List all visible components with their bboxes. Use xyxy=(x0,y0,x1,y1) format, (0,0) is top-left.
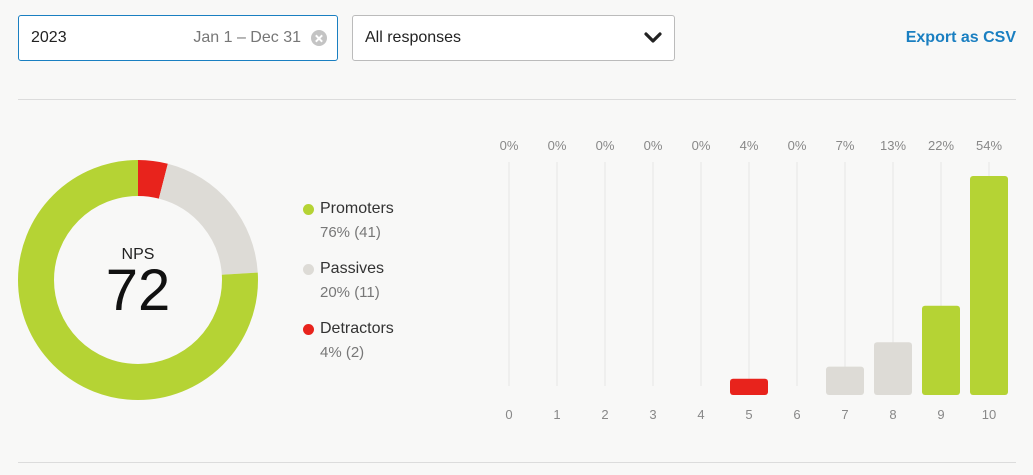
bar-percent-label: 54% xyxy=(976,138,1002,153)
bar-percent-label: 0% xyxy=(596,138,615,153)
legend-name: Passives xyxy=(320,260,385,277)
bar-score-label: 1 xyxy=(553,407,560,422)
responses-select[interactable]: All responses xyxy=(352,15,675,61)
bar-percent-label: 0% xyxy=(788,138,807,153)
legend-name: Promoters xyxy=(320,200,394,217)
bar-score-label: 7 xyxy=(841,407,848,422)
bar-percent-label: 0% xyxy=(548,138,567,153)
bar-score-label: 6 xyxy=(793,407,800,422)
legend-stat: 76% (41) xyxy=(320,224,381,241)
bar-percent-label: 0% xyxy=(644,138,663,153)
bar-score-8 xyxy=(874,342,912,395)
detractors-dot-icon xyxy=(303,323,314,335)
bar-score-label: 5 xyxy=(745,407,752,422)
nps-label: NPS xyxy=(121,246,155,263)
bar-score-9 xyxy=(922,305,960,395)
bar-percent-label: 13% xyxy=(880,138,906,153)
legend-name: Detractors xyxy=(320,320,394,337)
legend-stat: 4% (2) xyxy=(320,344,365,361)
bar-percent-label: 4% xyxy=(740,138,759,153)
export-csv-link[interactable]: Export as CSV xyxy=(905,29,1016,46)
bar-score-label: 4 xyxy=(697,407,704,422)
responses-select-value: All responses xyxy=(365,29,462,46)
bar-score-label: 9 xyxy=(937,407,944,422)
nps-score: 72 xyxy=(105,258,171,323)
bar-score-label: 10 xyxy=(982,407,996,422)
legend-item-passives: Passives 20% (11) xyxy=(303,260,394,320)
nps-donut-chart: NPS 72 xyxy=(18,160,258,400)
bar-percent-label: 22% xyxy=(928,138,954,153)
bottom-divider xyxy=(18,462,1016,463)
legend-item-detractors: Detractors 4% (2) xyxy=(303,320,394,380)
clear-icon[interactable] xyxy=(311,30,327,46)
date-year-value: 2023 xyxy=(31,29,67,46)
date-range-field[interactable]: 2023 Jan 1 – Dec 31 xyxy=(18,15,338,61)
date-range-value: Jan 1 – Dec 31 xyxy=(193,29,301,46)
bar-score-label: 3 xyxy=(649,407,656,422)
bar-score-10 xyxy=(970,176,1008,395)
bar-percent-label: 0% xyxy=(500,138,519,153)
chevron-down-icon xyxy=(644,32,662,44)
bar-percent-label: 7% xyxy=(836,138,855,153)
legend-item-promoters: Promoters 76% (41) xyxy=(303,200,394,260)
top-divider xyxy=(18,99,1016,100)
bar-score-label: 0 xyxy=(505,407,512,422)
donut-slice-promoters xyxy=(18,160,258,400)
promoters-dot-icon xyxy=(303,203,314,215)
bar-score-7 xyxy=(826,366,864,395)
nps-legend: Promoters 76% (41) Passives 20% (11) Det… xyxy=(303,200,394,380)
passives-dot-icon xyxy=(303,263,314,275)
bar-score-label: 2 xyxy=(601,407,608,422)
bar-score-label: 8 xyxy=(889,407,896,422)
bar-score-5 xyxy=(730,378,768,395)
bar-percent-label: 0% xyxy=(692,138,711,153)
legend-stat: 20% (11) xyxy=(320,284,380,301)
